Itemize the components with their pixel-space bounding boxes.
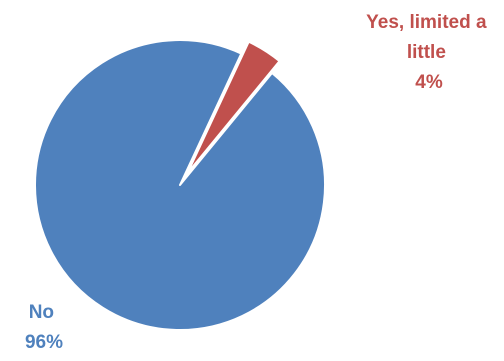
data-label-yes: Yes, limited a little 4% (366, 12, 492, 93)
data-label-yes-value: 4% (415, 72, 443, 93)
pie-slice-yes-limited-a-little (186, 40, 281, 175)
data-label-no-value: 96% (25, 332, 63, 353)
pie-slices (34, 39, 326, 331)
data-label-no: No 96% (25, 302, 63, 353)
data-label-no-name: No (29, 302, 54, 323)
pie-slice-no (34, 39, 326, 331)
data-label-yes-line1: Yes, limited a (366, 12, 487, 33)
data-label-yes-line2: little (407, 42, 446, 63)
